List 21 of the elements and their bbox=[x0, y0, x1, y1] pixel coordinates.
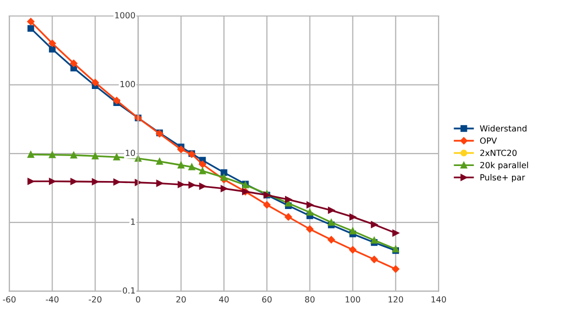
legend-label: OPV bbox=[480, 137, 497, 144]
x-tick-label: -20 bbox=[88, 296, 102, 303]
x-tick-label: 60 bbox=[262, 296, 272, 303]
y-tick-label: 10 bbox=[126, 150, 135, 156]
legend-label: Widerstand bbox=[480, 125, 526, 132]
x-tick-label: -40 bbox=[46, 296, 59, 303]
x-tick-label: 40 bbox=[219, 296, 229, 303]
x-tick-label: 120 bbox=[388, 296, 404, 303]
legend-label: 20k parallel bbox=[480, 162, 528, 170]
y-tick-label: 1 bbox=[131, 218, 135, 225]
y-tick-label: 100 bbox=[120, 80, 135, 88]
legend-label: Pulse+ par bbox=[480, 174, 526, 182]
x-tick-label: -60 bbox=[2, 296, 16, 303]
x-tick-label: 100 bbox=[346, 296, 360, 303]
legend-label: 2xNTC20 bbox=[480, 150, 517, 156]
y-tick-label: 1000 bbox=[115, 12, 135, 18]
x-tick-label: 20 bbox=[176, 296, 186, 303]
x-tick-label: 80 bbox=[305, 296, 315, 303]
x-tick-label: 0 bbox=[136, 296, 140, 303]
x-tick-label: 140 bbox=[432, 296, 446, 303]
y-tick-label: 0.1 bbox=[122, 287, 135, 294]
